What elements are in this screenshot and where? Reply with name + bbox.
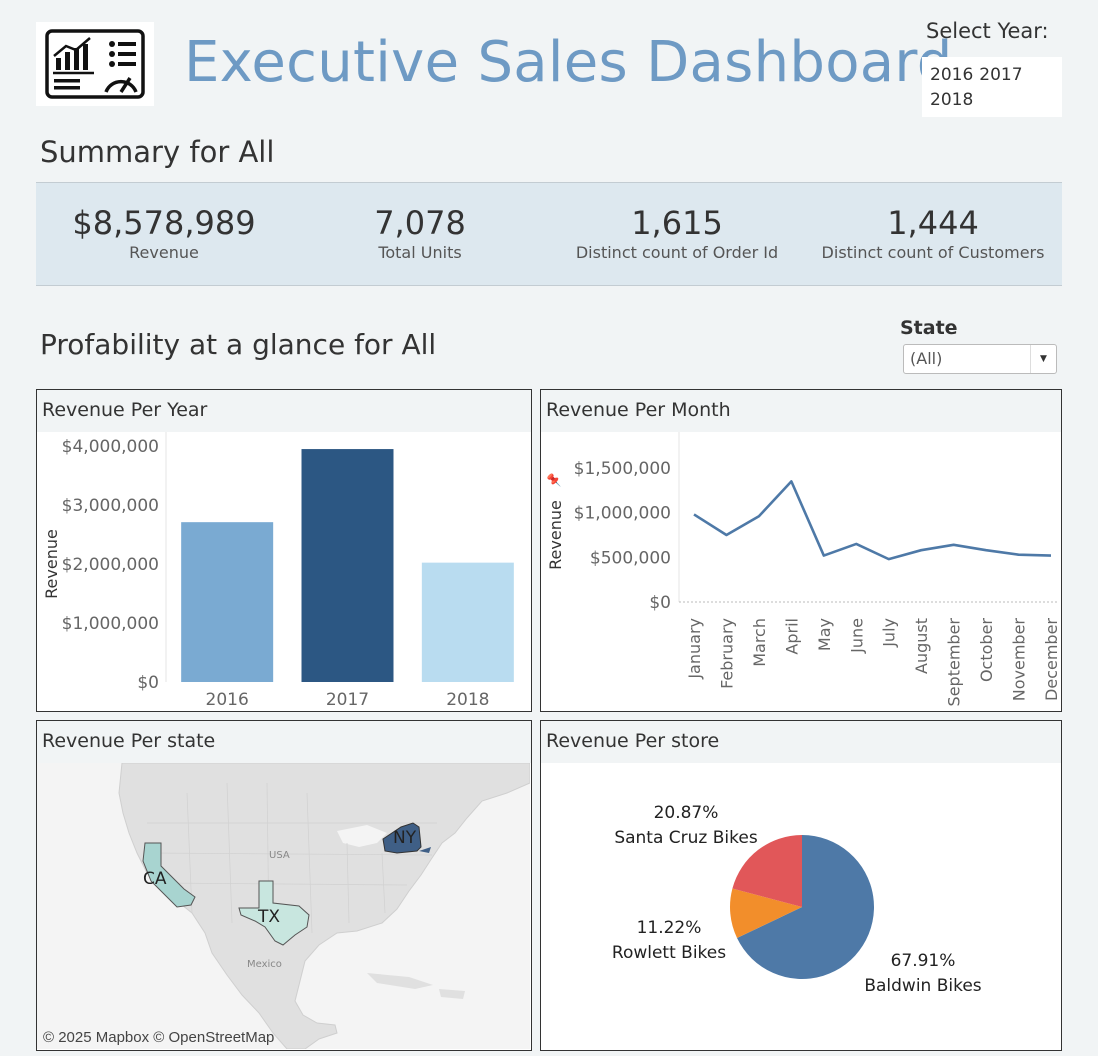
revenue-per-store-panel: Revenue Per store 67.91% Baldwin Bikes 11.… [540, 720, 1062, 1051]
pie-pct-label: 20.87% [654, 803, 719, 823]
revenue-per-month-chart: $0 $500,000 $1,000,000 $1,500,000 Revenue 📌 Ja… [546, 432, 1060, 707]
x-tick-label: 2017 [326, 690, 369, 710]
kpi-value: $8,578,989 [72, 204, 256, 242]
dashboard-title: Executive Sales Dashboard [184, 30, 953, 95]
summary-title: Summary for All [40, 135, 275, 169]
land-cuba [367, 973, 433, 989]
year-option-2018[interactable]: 2018 [930, 90, 974, 110]
map-label-tx: TX [257, 907, 280, 927]
y-tick-label: $3,000,000 [62, 496, 159, 516]
x-tick-label: August [912, 618, 931, 674]
kpi-label: Revenue [129, 243, 199, 262]
kpi-band: $8,578,989 Revenue 7,078 Total Units 1,6… [36, 182, 1062, 286]
revenue-line [693, 480, 1052, 561]
kpi-total-units: 7,078 Total Units [300, 203, 540, 263]
revenue-per-year-chart: $0 $1,000,000 $2,000,000 $3,000,000 $4,000,0… [42, 432, 528, 710]
x-tick-label: November [1010, 618, 1029, 702]
pin-icon: 📌 [546, 472, 561, 487]
bar-2017 [301, 449, 394, 682]
pie-store-label: Santa Cruz Bikes [614, 828, 758, 848]
great-lakes [337, 825, 387, 847]
pie-slice-baldwin-bikes [737, 835, 874, 979]
kpi-label: Distinct count of Customers [821, 243, 1045, 262]
land-hispaniola [439, 989, 465, 999]
kpi-label: Total Units [378, 243, 462, 262]
y-axis-title: Revenue [42, 529, 61, 599]
y-tick-label: $2,000,000 [62, 555, 159, 575]
map-attribution[interactable]: © 2025 Mapbox © OpenStreetMap [43, 1029, 275, 1046]
y-tick-label: $0 [137, 673, 159, 693]
x-tick-label: 2018 [446, 690, 489, 710]
pie-store-label: Baldwin Bikes [864, 976, 981, 996]
state-filter-label: State [900, 317, 958, 339]
revenue-per-year-panel: Revenue Per Year $0 $1,000,000 $2,000,000 $… [36, 389, 532, 712]
plot-area [679, 432, 1058, 610]
x-tick-label: December [1042, 618, 1060, 701]
x-tick-label: October [977, 618, 996, 682]
map-label-usa: USA [269, 850, 290, 861]
x-tick-label: 2016 [206, 690, 249, 710]
bar-2018 [421, 562, 514, 682]
x-tick-label: April [782, 618, 801, 655]
revenue-map[interactable]: CA TX NY USA Mexico [37, 763, 530, 1049]
pie-slice-santa-cruz-bikes [732, 835, 802, 907]
x-tick-label: January [685, 618, 704, 680]
chevron-down-icon[interactable]: ▼ [1030, 345, 1056, 373]
kpi-label: Distinct count of Order Id [575, 243, 779, 262]
bar-2016 [181, 522, 274, 682]
y-tick-label: $0 [649, 593, 671, 613]
y-tick-label: $4,000,000 [62, 437, 159, 457]
kpi-order-count: 1,615 Distinct count of Order Id [557, 203, 797, 263]
profitability-title: Profability at a glance for All [40, 328, 437, 361]
dashboard-icon [36, 22, 154, 106]
map-label-ca: CA [143, 869, 167, 889]
revenue-per-month-panel: Revenue Per Month $0 $500,000 $1,000,000 $1… [540, 389, 1062, 712]
x-tick-label: June [847, 618, 866, 654]
state-ny[interactable] [382, 822, 422, 854]
kpi-revenue: $8,578,989 Revenue [44, 203, 284, 263]
panel-title: Revenue Per state [37, 721, 531, 763]
x-tick-label: July [880, 618, 899, 648]
y-tick-label: $1,000,000 [574, 504, 671, 524]
map-label-ny: NY [393, 828, 417, 848]
revenue-per-store-chart: 67.91% Baldwin Bikes 11.22% Rowlett Bikes 20… [612, 803, 982, 996]
y-tick-label: $500,000 [590, 548, 671, 568]
x-tick-label: May [815, 618, 834, 651]
map-label-mexico: Mexico [247, 959, 282, 970]
state-filter-dropdown[interactable]: (All) ▼ [903, 344, 1057, 374]
x-tick-label: February [717, 618, 736, 689]
y-axis-title: Revenue [546, 500, 565, 570]
state-ca[interactable] [142, 842, 196, 908]
x-tick-label: March [750, 618, 769, 667]
kpi-value: 7,078 [374, 204, 466, 242]
panel-title: Revenue Per Year [37, 390, 531, 432]
year-filter[interactable]: 2016 2017 2018 [922, 57, 1062, 117]
y-tick-label: $1,500,000 [574, 459, 671, 479]
state-filter-value: (All) [910, 349, 943, 368]
year-option-2016[interactable]: 2016 [930, 65, 974, 85]
pie-pct-label: 11.22% [637, 918, 702, 938]
panel-title: Revenue Per store [541, 721, 1061, 763]
kpi-value: 1,444 [887, 204, 979, 242]
kpi-value: 1,615 [631, 204, 723, 242]
long-island [419, 847, 431, 853]
y-tick-label: $1,000,000 [62, 614, 159, 634]
year-filter-label: Select Year: [926, 19, 1049, 43]
revenue-per-state-panel: Revenue Per state CA TX NY USA Mexico © … [36, 720, 532, 1051]
panel-title: Revenue Per Month [541, 390, 1061, 432]
pie-store-label: Rowlett Bikes [612, 943, 726, 963]
pie-slice-rowlett-bikes [730, 888, 802, 939]
kpi-customer-count: 1,444 Distinct count of Customers [813, 203, 1053, 263]
x-tick-label: September [945, 618, 964, 707]
state-tx[interactable] [238, 880, 310, 946]
pie-pct-label: 67.91% [891, 951, 956, 971]
year-option-2017[interactable]: 2017 [979, 65, 1023, 85]
